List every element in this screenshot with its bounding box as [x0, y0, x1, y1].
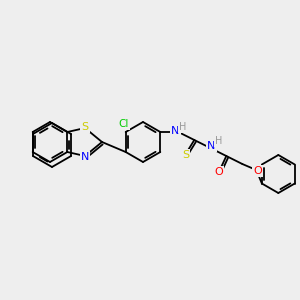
Text: H: H [214, 136, 222, 146]
Text: N: N [81, 152, 89, 162]
Text: Cl: Cl [118, 119, 129, 129]
Text: H: H [178, 122, 186, 132]
Text: O: O [253, 166, 262, 176]
Text: N: N [171, 126, 179, 136]
Text: O: O [214, 167, 223, 177]
Text: N: N [207, 141, 215, 151]
Text: S: S [182, 150, 189, 160]
Text: S: S [81, 122, 88, 132]
